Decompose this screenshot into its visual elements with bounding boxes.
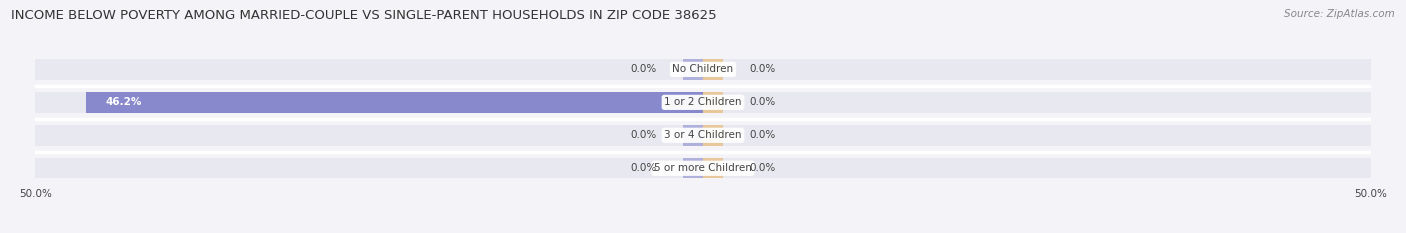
Text: 46.2%: 46.2% [105, 97, 142, 107]
Text: 0.0%: 0.0% [630, 130, 657, 140]
Bar [703, 125, 1371, 146]
Bar [703, 125, 723, 146]
Bar [35, 59, 703, 80]
Text: 0.0%: 0.0% [749, 130, 776, 140]
Bar [683, 125, 703, 146]
Text: Source: ZipAtlas.com: Source: ZipAtlas.com [1284, 9, 1395, 19]
Bar [703, 59, 1371, 80]
Text: 3 or 4 Children: 3 or 4 Children [664, 130, 742, 140]
Text: No Children: No Children [672, 64, 734, 74]
Bar [86, 92, 703, 113]
Text: 0.0%: 0.0% [749, 163, 776, 173]
Text: INCOME BELOW POVERTY AMONG MARRIED-COUPLE VS SINGLE-PARENT HOUSEHOLDS IN ZIP COD: INCOME BELOW POVERTY AMONG MARRIED-COUPL… [11, 9, 717, 22]
Text: 5 or more Children: 5 or more Children [654, 163, 752, 173]
Bar [683, 59, 703, 80]
Bar [703, 92, 723, 113]
Bar [35, 158, 703, 178]
Text: 0.0%: 0.0% [630, 64, 657, 74]
Text: 0.0%: 0.0% [749, 64, 776, 74]
Bar [703, 92, 1371, 113]
Bar [683, 158, 703, 178]
Bar [703, 59, 723, 80]
Bar [35, 125, 703, 146]
Bar [35, 92, 703, 113]
Bar [703, 158, 723, 178]
Text: 0.0%: 0.0% [749, 97, 776, 107]
Text: 0.0%: 0.0% [630, 163, 657, 173]
Bar [703, 158, 1371, 178]
Text: 1 or 2 Children: 1 or 2 Children [664, 97, 742, 107]
